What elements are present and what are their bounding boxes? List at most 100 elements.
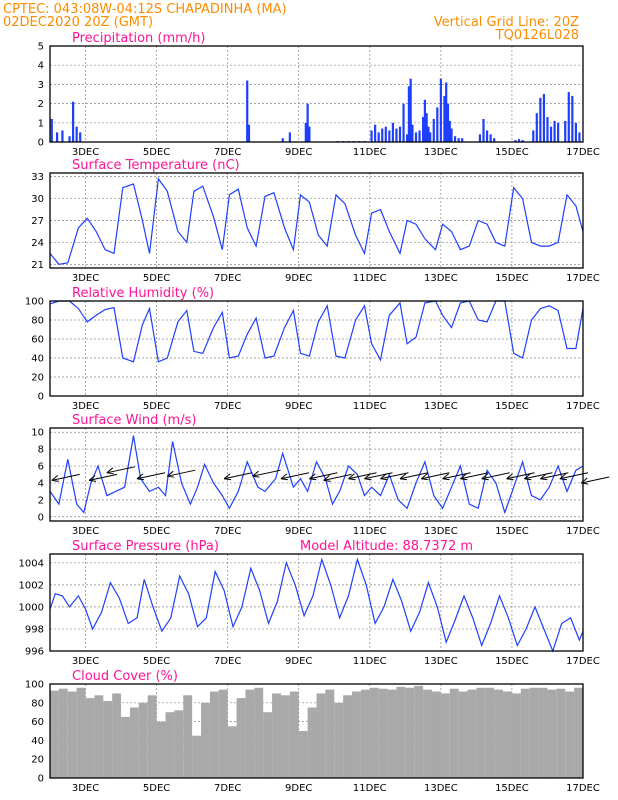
wind-arrowhead — [348, 473, 356, 481]
cloud-bar — [218, 689, 228, 778]
cloud-bar — [67, 691, 77, 778]
cloud-bar — [201, 702, 210, 778]
y-tick-label: 10 — [31, 428, 44, 439]
x-tick-label: 7DEC — [214, 401, 241, 412]
cloud-bar — [538, 687, 548, 778]
precip-bar — [56, 132, 59, 142]
x-tick-label: 3DEC — [72, 147, 99, 158]
x-tick-label: 17DEC — [566, 526, 600, 537]
x-tick-label: 17DEC — [566, 401, 600, 412]
cloud-bar — [387, 689, 397, 778]
wind-arrow — [280, 472, 310, 480]
x-tick-label: 9DEC — [285, 656, 312, 667]
wind-arrowhead — [460, 473, 468, 481]
x-tick-label: 15DEC — [495, 526, 529, 537]
precip-bar — [443, 95, 446, 142]
cloud-bar — [547, 689, 557, 778]
precip-bar — [409, 78, 412, 142]
x-tick-label: 9DEC — [285, 401, 312, 412]
precip-bar — [370, 130, 373, 142]
x-tick-label: 7DEC — [214, 273, 241, 284]
wind-arrow — [224, 472, 253, 480]
cloud-bar — [520, 688, 530, 778]
wind-arrowhead — [166, 470, 175, 478]
cloud-bar — [369, 687, 379, 778]
precip-bar — [406, 134, 409, 142]
panel-0: 0 1 2 3 4 5 3DEC 5DEC 7DEC 9DEC 11DEC 13DEC 15DEC 17D… — [38, 31, 600, 158]
cloud-bar — [129, 707, 139, 778]
cloud-bar — [343, 695, 353, 778]
precip-bar — [489, 134, 492, 142]
panel-frame — [49, 45, 584, 143]
y-tick-label: 24 — [31, 238, 44, 249]
panel-frame — [49, 427, 584, 522]
wind-arrow — [399, 472, 429, 480]
precip-bar — [521, 140, 524, 142]
panel-title: Relative Humidity (%) — [72, 286, 214, 301]
precip-bar — [384, 126, 387, 142]
precip-bar — [493, 138, 496, 142]
wind-arrowhead — [506, 473, 514, 481]
cloud-bar — [174, 710, 184, 778]
panel-title: Cloud Cover (%) — [72, 669, 178, 684]
panel-1: 21 24 27 30 33 3DEC 5DEC 7DEC 9DEC 11DEC 13DEC 15DE… — [31, 158, 600, 284]
precip-bar — [457, 138, 460, 142]
panel-annotation: Model Altitude: 88.7372 m — [300, 539, 473, 554]
y-tick-label: 33 — [31, 172, 44, 183]
precip-bar — [304, 122, 307, 142]
cloud-bar — [556, 688, 566, 778]
y-tick-label: 6 — [38, 462, 44, 473]
precip-bar — [553, 120, 556, 142]
precip-bar — [306, 103, 309, 142]
panel-title: Surface Pressure (hPa) — [72, 539, 219, 554]
wind-arrow — [88, 473, 118, 481]
wind-arrowhead — [88, 475, 97, 482]
x-tick-label: 5DEC — [143, 783, 170, 794]
y-tick-label: 27 — [31, 216, 44, 227]
x-tick-label: 15DEC — [495, 656, 529, 667]
wind-arrow — [348, 472, 377, 480]
precip-bar — [571, 95, 574, 142]
y-tick-label: 60 — [31, 717, 44, 728]
precip-bar — [446, 103, 450, 142]
wind-arrowhead — [280, 473, 289, 481]
y-tick-label: 20 — [31, 373, 44, 384]
wind-arrowhead — [323, 475, 331, 482]
y-tick-label: 2 — [38, 495, 44, 506]
cloud-bar — [307, 707, 317, 778]
x-tick-label: 5DEC — [143, 401, 170, 412]
cloud-bar — [254, 687, 264, 778]
cloud-bar — [121, 716, 130, 778]
cloud-bar — [103, 700, 113, 778]
wind-arrowhead — [223, 473, 232, 481]
wind-arrowhead — [106, 467, 114, 475]
x-tick-label: 9DEC — [285, 147, 312, 158]
x-tick-label: 5DEC — [143, 656, 170, 667]
precip-bar — [425, 113, 428, 142]
cloud-bar — [449, 688, 459, 778]
cloud-bar — [280, 695, 290, 778]
precip-bar — [388, 130, 391, 142]
y-tick-label: 998 — [25, 624, 44, 635]
y-tick-label: 20 — [31, 755, 44, 766]
precip-bar — [485, 130, 489, 142]
precip-bar — [557, 122, 560, 142]
x-tick-label: 7DEC — [214, 656, 241, 667]
x-tick-label: 7DEC — [214, 783, 241, 794]
precip-bar — [578, 132, 581, 142]
panel-frame — [49, 683, 584, 779]
precip-bar — [535, 113, 538, 142]
precip-bar — [75, 126, 78, 142]
x-tick-label: 17DEC — [566, 273, 600, 284]
wind-arrowhead — [51, 475, 59, 482]
x-tick-label: 15DEC — [495, 401, 529, 412]
wind-arrowhead — [364, 473, 372, 481]
wind-arrow — [380, 472, 409, 480]
y-tick-label: 100 — [25, 680, 44, 691]
wind-arrowhead — [399, 473, 408, 481]
x-tick-label: 13DEC — [424, 401, 458, 412]
cloud-bar — [298, 731, 308, 778]
precip-bar — [395, 128, 398, 142]
precip-bar — [281, 138, 284, 142]
precip-bar — [391, 122, 394, 142]
